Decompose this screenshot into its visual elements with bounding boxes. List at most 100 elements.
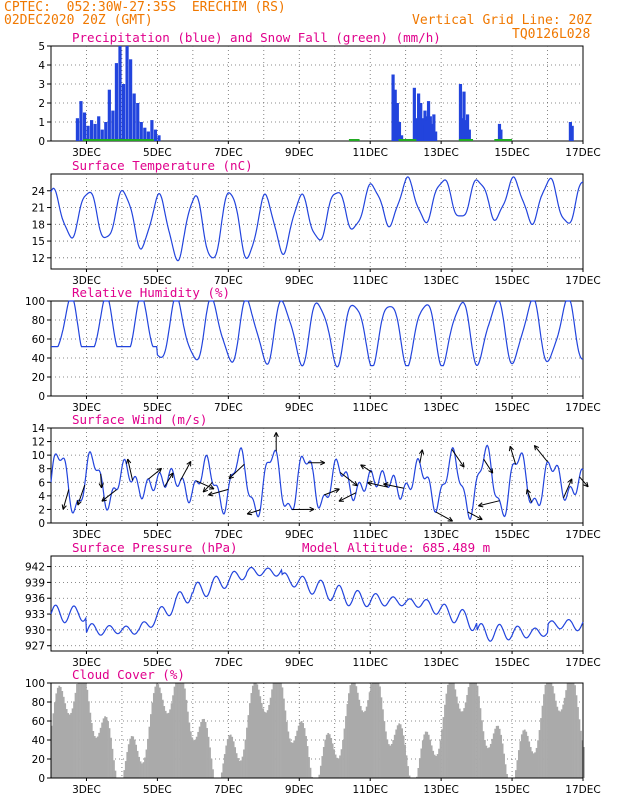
x-tick-label: 7DEC — [214, 402, 243, 414]
cloud-bar — [578, 719, 581, 778]
wind-vector — [228, 463, 245, 480]
x-tick-label: 3DEC — [72, 657, 101, 669]
cloud-bar — [523, 729, 526, 778]
cloud-bar — [262, 708, 265, 778]
cloud-bar — [204, 721, 207, 778]
cloud-bar — [243, 749, 245, 778]
y-tick-label: 18 — [32, 219, 45, 231]
precip-bar — [157, 135, 161, 141]
cloud-bar — [277, 683, 279, 778]
cloud-bar — [167, 712, 170, 778]
y-tick-label: 6 — [38, 477, 45, 489]
x-tick-label: 9DEC — [285, 657, 314, 669]
x-tick-label: 17DEC — [565, 147, 600, 159]
precip-bar — [132, 93, 136, 141]
cloud-bar — [281, 687, 284, 778]
x-tick-label: 9DEC — [285, 147, 314, 159]
precip-bar — [393, 89, 397, 141]
cloud-bar — [451, 683, 454, 778]
cloud-bar — [541, 705, 544, 778]
cloud-bar — [154, 686, 157, 778]
cloud-bar — [482, 731, 485, 778]
cloud-bar — [486, 748, 489, 778]
cloud-bar — [185, 699, 188, 778]
cloud-bar — [284, 710, 287, 778]
cloud-bar — [142, 762, 145, 778]
cloud-bar — [334, 754, 337, 778]
x-tick-label: 3DEC — [72, 147, 101, 159]
cloud-bar — [136, 750, 139, 778]
precip-bar — [430, 123, 434, 141]
cloud-bar — [384, 731, 387, 778]
cloud-bar — [212, 769, 214, 778]
y-tick-label: 20 — [32, 754, 45, 766]
precip-bar — [568, 122, 573, 141]
cloud-bar — [324, 739, 327, 778]
cloud-bar — [376, 683, 378, 778]
x-tick-label: 3DEC — [72, 529, 101, 541]
cloud-bar — [544, 684, 547, 778]
cloud-bar — [234, 747, 237, 778]
cloud-bar — [572, 683, 575, 778]
cloud-bar — [272, 683, 275, 778]
wind-vector — [196, 480, 215, 490]
cloud-bar — [328, 734, 331, 778]
cloud-bar — [503, 753, 505, 778]
cloud-bar — [206, 728, 208, 778]
cloud-bar — [557, 710, 560, 778]
cloud-bar — [433, 754, 436, 778]
cloud-bar — [367, 700, 370, 778]
cloud-bar — [460, 711, 463, 778]
cloud-bar — [476, 685, 479, 778]
cloud-bar — [364, 710, 367, 778]
cloud-bar — [407, 766, 409, 778]
precip-bar — [90, 120, 94, 141]
x-tick-label: 15DEC — [494, 402, 529, 414]
cloud-bar — [565, 690, 568, 778]
y-tick-label: 21 — [32, 203, 45, 215]
cloud-bar — [147, 738, 149, 778]
cloud-bar — [479, 708, 482, 778]
precip-bar — [412, 87, 416, 141]
cloud-bar — [387, 744, 390, 778]
cloud-bar — [500, 734, 503, 778]
cloud-bar — [492, 733, 495, 778]
precip-bar — [75, 118, 80, 141]
cloud-bar — [321, 756, 324, 778]
cloud-bar — [268, 705, 271, 778]
cloud-bar — [346, 703, 349, 778]
cloud-bar — [553, 693, 556, 778]
cloud-bar — [445, 693, 448, 778]
x-tick-label: 11DEC — [352, 402, 387, 414]
cloud-bar — [442, 717, 445, 778]
precip-bar — [399, 135, 404, 141]
x-tick-label: 13DEC — [423, 147, 458, 159]
cloud-bar — [287, 731, 290, 778]
precip-bar — [129, 59, 133, 141]
x-tick-label: 7DEC — [214, 529, 243, 541]
cloud-bar — [356, 692, 359, 778]
cloud-bar — [464, 702, 467, 778]
cloud-bar — [550, 683, 553, 778]
wind-arrowhead — [567, 478, 573, 484]
cloud-bar — [201, 719, 204, 778]
cloud-bar — [269, 697, 272, 778]
cloud-bar — [113, 760, 115, 778]
cloud-bar — [383, 721, 386, 778]
y-tick-label: 80 — [32, 697, 45, 709]
cloud-bar — [259, 696, 262, 778]
x-tick-label: 15DEC — [494, 529, 529, 541]
cloud-bar — [84, 683, 87, 778]
wind-arrowhead — [338, 497, 344, 502]
cloud-bar — [563, 697, 566, 778]
precip-bar — [417, 93, 421, 141]
cloud-bar — [318, 774, 321, 778]
cloud-bar — [207, 736, 210, 778]
cloud-bar — [528, 741, 531, 778]
cloud-bar — [135, 744, 138, 778]
y-tick-label: 100 — [25, 296, 45, 308]
y-tick-label: 0 — [38, 518, 45, 530]
cloud-bar — [458, 708, 461, 778]
cloud-bar — [340, 749, 343, 778]
wind-vector — [323, 488, 340, 496]
